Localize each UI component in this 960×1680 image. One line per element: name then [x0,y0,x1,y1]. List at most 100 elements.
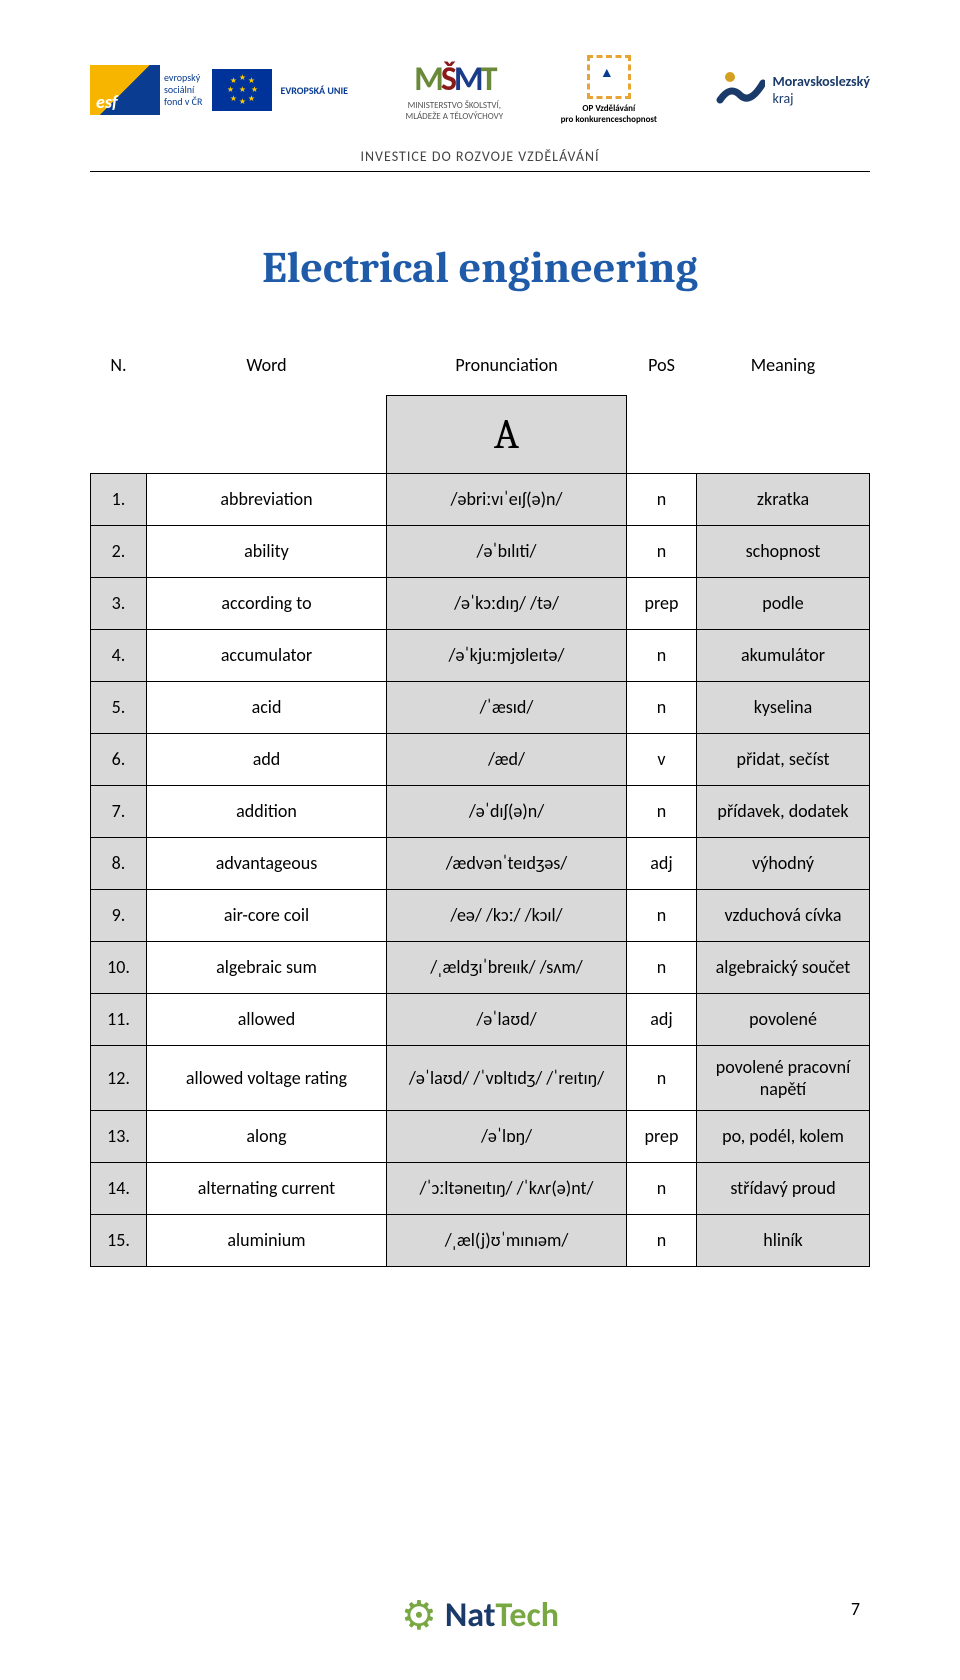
cell-word: aluminium [147,1214,387,1266]
header-tagline: INVESTICE DO ROZVOJE VZDĚLÁVÁNÍ [90,148,870,165]
cell-pos: n [627,785,697,837]
cell-pron: /ˈɔːltəneɪtɪŋ/ /ˈkʌr(ə)nt/ [387,1162,627,1214]
cell-n: 12. [91,1045,147,1110]
cell-n: 15. [91,1214,147,1266]
gear-icon: ⚙ [401,1591,437,1640]
cell-pos: v [627,733,697,785]
cell-word: advantageous [147,837,387,889]
cell-word: allowed voltage rating [147,1045,387,1110]
cell-n: 13. [91,1110,147,1162]
msmt-icon: MŠMT [406,59,504,100]
cell-n: 3. [91,577,147,629]
table-row: 3.according to/əˈkɔːdɪŋ/ /tə/preppodle [91,577,870,629]
cell-pron: /əˈlaʊd/ [387,993,627,1045]
cell-n: 4. [91,629,147,681]
cell-pos: n [627,681,697,733]
eu-flag-icon [212,69,272,111]
cell-word: algebraic sum [147,941,387,993]
cell-n: 6. [91,733,147,785]
cell-mean: povolené pracovní napětí [697,1045,870,1110]
cell-pos: n [627,941,697,993]
cell-pron: /əˈlaʊd/ /ˈvɒltɪdʒ/ /ˈreɪtɪŋ/ [387,1045,627,1110]
cell-mean: hliník [697,1214,870,1266]
msmt-line1: MINISTERSTVO ŠKOLSTVÍ, [406,100,504,111]
cell-word: air-core coil [147,889,387,941]
col-header-mean: Meaning [697,343,870,395]
cell-pos: n [627,1214,697,1266]
cell-pron: /ˈæsɪd/ [387,681,627,733]
cell-n: 1. [91,473,147,525]
cell-mean: vzduchová cívka [697,889,870,941]
cell-n: 8. [91,837,147,889]
cell-pos: n [627,1162,697,1214]
col-header-pron: Pronunciation [387,343,627,395]
table-row: 6.add/æd/vpřidat, sečíst [91,733,870,785]
cell-mean: po, podél, kolem [697,1110,870,1162]
table-row: 7.addition/əˈdɪʃ(ə)n/npřídavek, dodatek [91,785,870,837]
table-row: 4.accumulator/əˈkjuːmjʊleɪtə/nakumulátor [91,629,870,681]
msk-icon [715,65,765,115]
cell-pos: n [627,525,697,577]
cell-n: 5. [91,681,147,733]
brand-tech: Tech [496,1595,559,1636]
cell-n: 11. [91,993,147,1045]
cell-word: add [147,733,387,785]
table-row: 13.along/əˈlɒŋ/preppo, podél, kolem [91,1110,870,1162]
cell-mean: přídavek, dodatek [697,785,870,837]
cell-pron: /ˌældʒɪˈbreɪɪk/ /sʌm/ [387,941,627,993]
cell-n: 7. [91,785,147,837]
cell-pron: /əˈlɒŋ/ [387,1110,627,1162]
opvk-line2: pro konkurenceschopnost [561,114,657,125]
cell-word: addition [147,785,387,837]
footer-brand: ⚙ NatTech [401,1591,559,1640]
cell-word: acid [147,681,387,733]
table-row: 15.aluminium/ˌæl(j)ʊˈmɪnɪəm/nhliník [91,1214,870,1266]
msk-logo: Moravskoslezskýkraj [715,65,870,115]
cell-pos: n [627,629,697,681]
cell-pos: n [627,473,697,525]
msmt-logo: MŠMT MINISTERSTVO ŠKOLSTVÍ, MLÁDEŽE A TĚ… [406,59,504,122]
msmt-line2: MLÁDEŽE A TĚLOVÝCHOVY [406,111,504,122]
cell-mean: akumulátor [697,629,870,681]
cell-pron: /ˌæl(j)ʊˈmɪnɪəm/ [387,1214,627,1266]
esf-flag-icon [90,65,160,115]
cell-word: abbreviation [147,473,387,525]
cell-n: 10. [91,941,147,993]
esf-logo: evropský sociální fond v ČR EVROPSKÁ UNI… [90,65,348,115]
cell-mean: střídavý proud [697,1162,870,1214]
table-row: 2.ability/əˈbɪlɪti/nschopnost [91,525,870,577]
table-row: 8.advantageous/ædvənˈteɪdʒəs/adjvýhodný [91,837,870,889]
cell-mean: zkratka [697,473,870,525]
table-row: 12.allowed voltage rating/əˈlaʊd/ /ˈvɒlt… [91,1045,870,1110]
cell-n: 2. [91,525,147,577]
cell-mean: schopnost [697,525,870,577]
cell-word: allowed [147,993,387,1045]
table-header-row: N. Word Pronunciation PoS Meaning [91,343,870,395]
cell-pos: prep [627,577,697,629]
table-row: 10.algebraic sum/ˌældʒɪˈbreɪɪk/ /sʌm/nal… [91,941,870,993]
opvk-logo: OP Vzdělávání pro konkurenceschopnost [561,55,657,125]
cell-pos: adj [627,993,697,1045]
cell-mean: algebraický součet [697,941,870,993]
table-row: 1.abbreviation/əbriːvɪˈeɪʃ(ə)n/nzkratka [91,473,870,525]
esf-text: evropský sociální fond v ČR [164,72,202,108]
header-logo-strip: evropský sociální fond v ČR EVROPSKÁ UNI… [90,40,870,140]
opvk-icon [587,55,631,99]
cell-word: along [147,1110,387,1162]
cell-word: accumulator [147,629,387,681]
cell-mean: podle [697,577,870,629]
cell-mean: přidat, sečíst [697,733,870,785]
cell-pron: /əbriːvɪˈeɪʃ(ə)n/ [387,473,627,525]
cell-pron: /əˈkjuːmjʊleɪtə/ [387,629,627,681]
page-title: Electrical engineering [90,242,870,293]
header-rule [90,171,870,172]
cell-pron: /əˈdɪʃ(ə)n/ [387,785,627,837]
opvk-line1: OP Vzdělávání [561,103,657,114]
cell-pron: /əˈkɔːdɪŋ/ /tə/ [387,577,627,629]
cell-mean: kyselina [697,681,870,733]
section-letter-row: A [91,395,870,473]
cell-word: according to [147,577,387,629]
cell-mean: povolené [697,993,870,1045]
col-header-n: N. [91,343,147,395]
cell-pron: /eə/ /kɔː/ /kɔɪl/ [387,889,627,941]
